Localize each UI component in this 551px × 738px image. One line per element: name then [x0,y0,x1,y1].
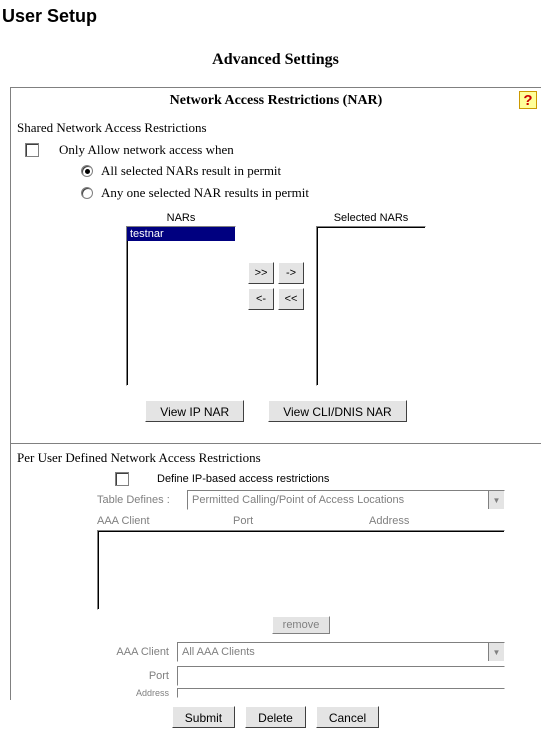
nar-header: Network Access Restrictions (NAR) ? [11,88,541,114]
restrictions-listbox[interactable] [97,530,505,610]
shared-nar-section: Shared Network Access Restrictions Only … [11,118,541,436]
radio-any-label: Any one selected NAR results in permit [101,185,309,201]
table-defines-select[interactable]: Permitted Calling/Point of Access Locati… [187,490,505,510]
col-port: Port [233,515,369,527]
only-allow-label: Only Allow network access when [47,142,234,158]
define-ip-checkbox[interactable] [115,472,129,486]
section-divider [11,436,541,444]
view-cli-dnis-nar-button[interactable]: View CLI/DNIS NAR [268,400,406,422]
advanced-settings-title: Advanced Settings [0,31,551,81]
selected-nars-list-label: Selected NARs [334,212,409,226]
delete-button[interactable]: Delete [245,706,306,728]
col-aaa-client: AAA Client [97,515,233,527]
port-input[interactable] [177,666,505,686]
per-user-header: Per User Defined Network Access Restrict… [17,446,535,470]
nars-list-label: NARs [167,212,196,226]
address-input[interactable] [177,688,505,698]
nar-header-text: Network Access Restrictions (NAR) [170,93,383,108]
only-allow-checkbox[interactable] [25,143,39,157]
move-all-left-button[interactable]: << [278,288,304,310]
chevron-down-icon: ▼ [488,491,504,509]
col-address: Address [369,515,505,527]
address-label: Address [97,688,177,698]
move-left-button[interactable]: <- [248,288,274,310]
nar-frame: Network Access Restrictions (NAR) ? Shar… [10,87,541,700]
move-right-button[interactable]: -> [278,262,304,284]
per-user-section: Per User Defined Network Access Restrict… [11,444,541,700]
aaa-client-value: All AAA Clients [182,646,255,658]
cancel-button[interactable]: Cancel [316,706,379,728]
radio-any-nar[interactable] [81,187,93,199]
help-icon[interactable]: ? [519,91,537,109]
selected-nars-listbox[interactable] [316,226,426,386]
bottom-button-bar: Submit Delete Cancel [0,700,551,732]
port-label: Port [97,670,177,682]
table-defines-label: Table Defines : [97,494,187,506]
aaa-client-label: AAA Client [97,646,177,658]
chevron-down-icon: ▼ [488,643,504,661]
aaa-client-select[interactable]: All AAA Clients ▼ [177,642,505,662]
submit-button[interactable]: Submit [172,706,235,728]
transfer-buttons: >> -> <- << [248,212,304,310]
table-defines-value: Permitted Calling/Point of Access Locati… [192,494,404,506]
move-all-right-button[interactable]: >> [248,262,274,284]
nars-listbox[interactable]: testnar [126,226,236,386]
radio-all-nars[interactable] [81,165,93,177]
radio-all-label: All selected NARs result in permit [101,163,281,179]
nar-transfer-area: NARs testnar >> -> <- << Selected NARs [17,204,535,386]
define-ip-label: Define IP-based access restrictions [137,473,329,485]
shared-nar-label: Shared Network Access Restrictions [17,120,535,140]
remove-button[interactable]: remove [272,616,331,634]
page-title: User Setup [0,0,551,31]
view-ip-nar-button[interactable]: View IP NAR [145,400,244,422]
nar-item-testnar[interactable]: testnar [127,227,235,241]
